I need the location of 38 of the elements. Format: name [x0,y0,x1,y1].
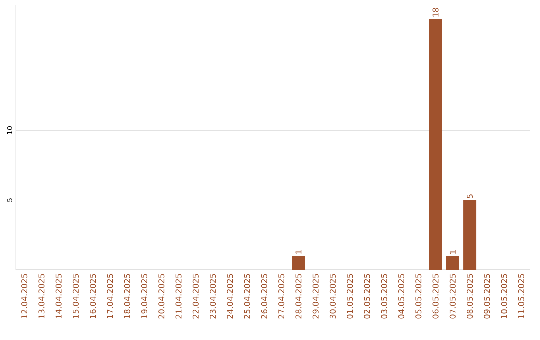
x-tick-label: 01.05.2025 [347,274,354,319]
bar [464,200,477,270]
bar [446,256,460,270]
x-tick-label: 18.04.2025 [124,274,130,318]
x-tick-label: 11.05.2025 [518,274,524,318]
x-tick-label: 21.04.2025 [176,274,182,319]
x-tick-label: 07.05.2025 [450,274,456,319]
x-tick-label: 04.05.2025 [398,274,405,319]
x-tick-label: 02.05.2025 [364,274,370,319]
bar [429,18,442,270]
x-tick-label: 17.04.2025 [107,274,114,318]
x-tick-label: 16.04.2025 [90,274,96,318]
x-tick-label: 29.04.2025 [312,274,319,319]
x-tick-label: 06.05.2025 [432,274,439,319]
data-label: 1 [296,250,302,254]
x-tick-label: 03.05.2025 [381,274,388,319]
x-tick-label: 26.04.2025 [261,274,268,319]
x-tick-label: 13.04.2025 [38,274,45,318]
x-tick-label: 10.05.2025 [501,274,508,318]
data-label: 18 [432,8,439,17]
x-tick-label: 05.05.2025 [416,274,422,319]
x-tick-label: 23.04.2025 [210,274,216,319]
x-tick-label: 09.05.2025 [484,274,490,319]
x-tick-label: 28.04.2025 [296,274,302,319]
bar [292,256,306,270]
x-tick-label: 15.04.2025 [72,274,79,318]
x-tick-label: 22.04.2025 [192,274,199,319]
x-tick-label: 08.05.2025 [467,274,474,319]
x-tick-label: 30.04.2025 [330,274,336,319]
x-tick-label: 25.04.2025 [244,274,250,319]
x-tick-label: 24.04.2025 [227,274,234,319]
data-label: 1 [450,250,456,254]
x-tick-label: 12.04.2025 [22,274,28,318]
x-tick-label: 19.04.2025 [141,274,148,318]
x-tick-label: 27.04.2025 [278,274,285,319]
x-tick-label: 14.04.2025 [56,274,62,318]
data-label: 5 [467,194,474,198]
x-tick-label: 20.04.2025 [158,274,165,319]
